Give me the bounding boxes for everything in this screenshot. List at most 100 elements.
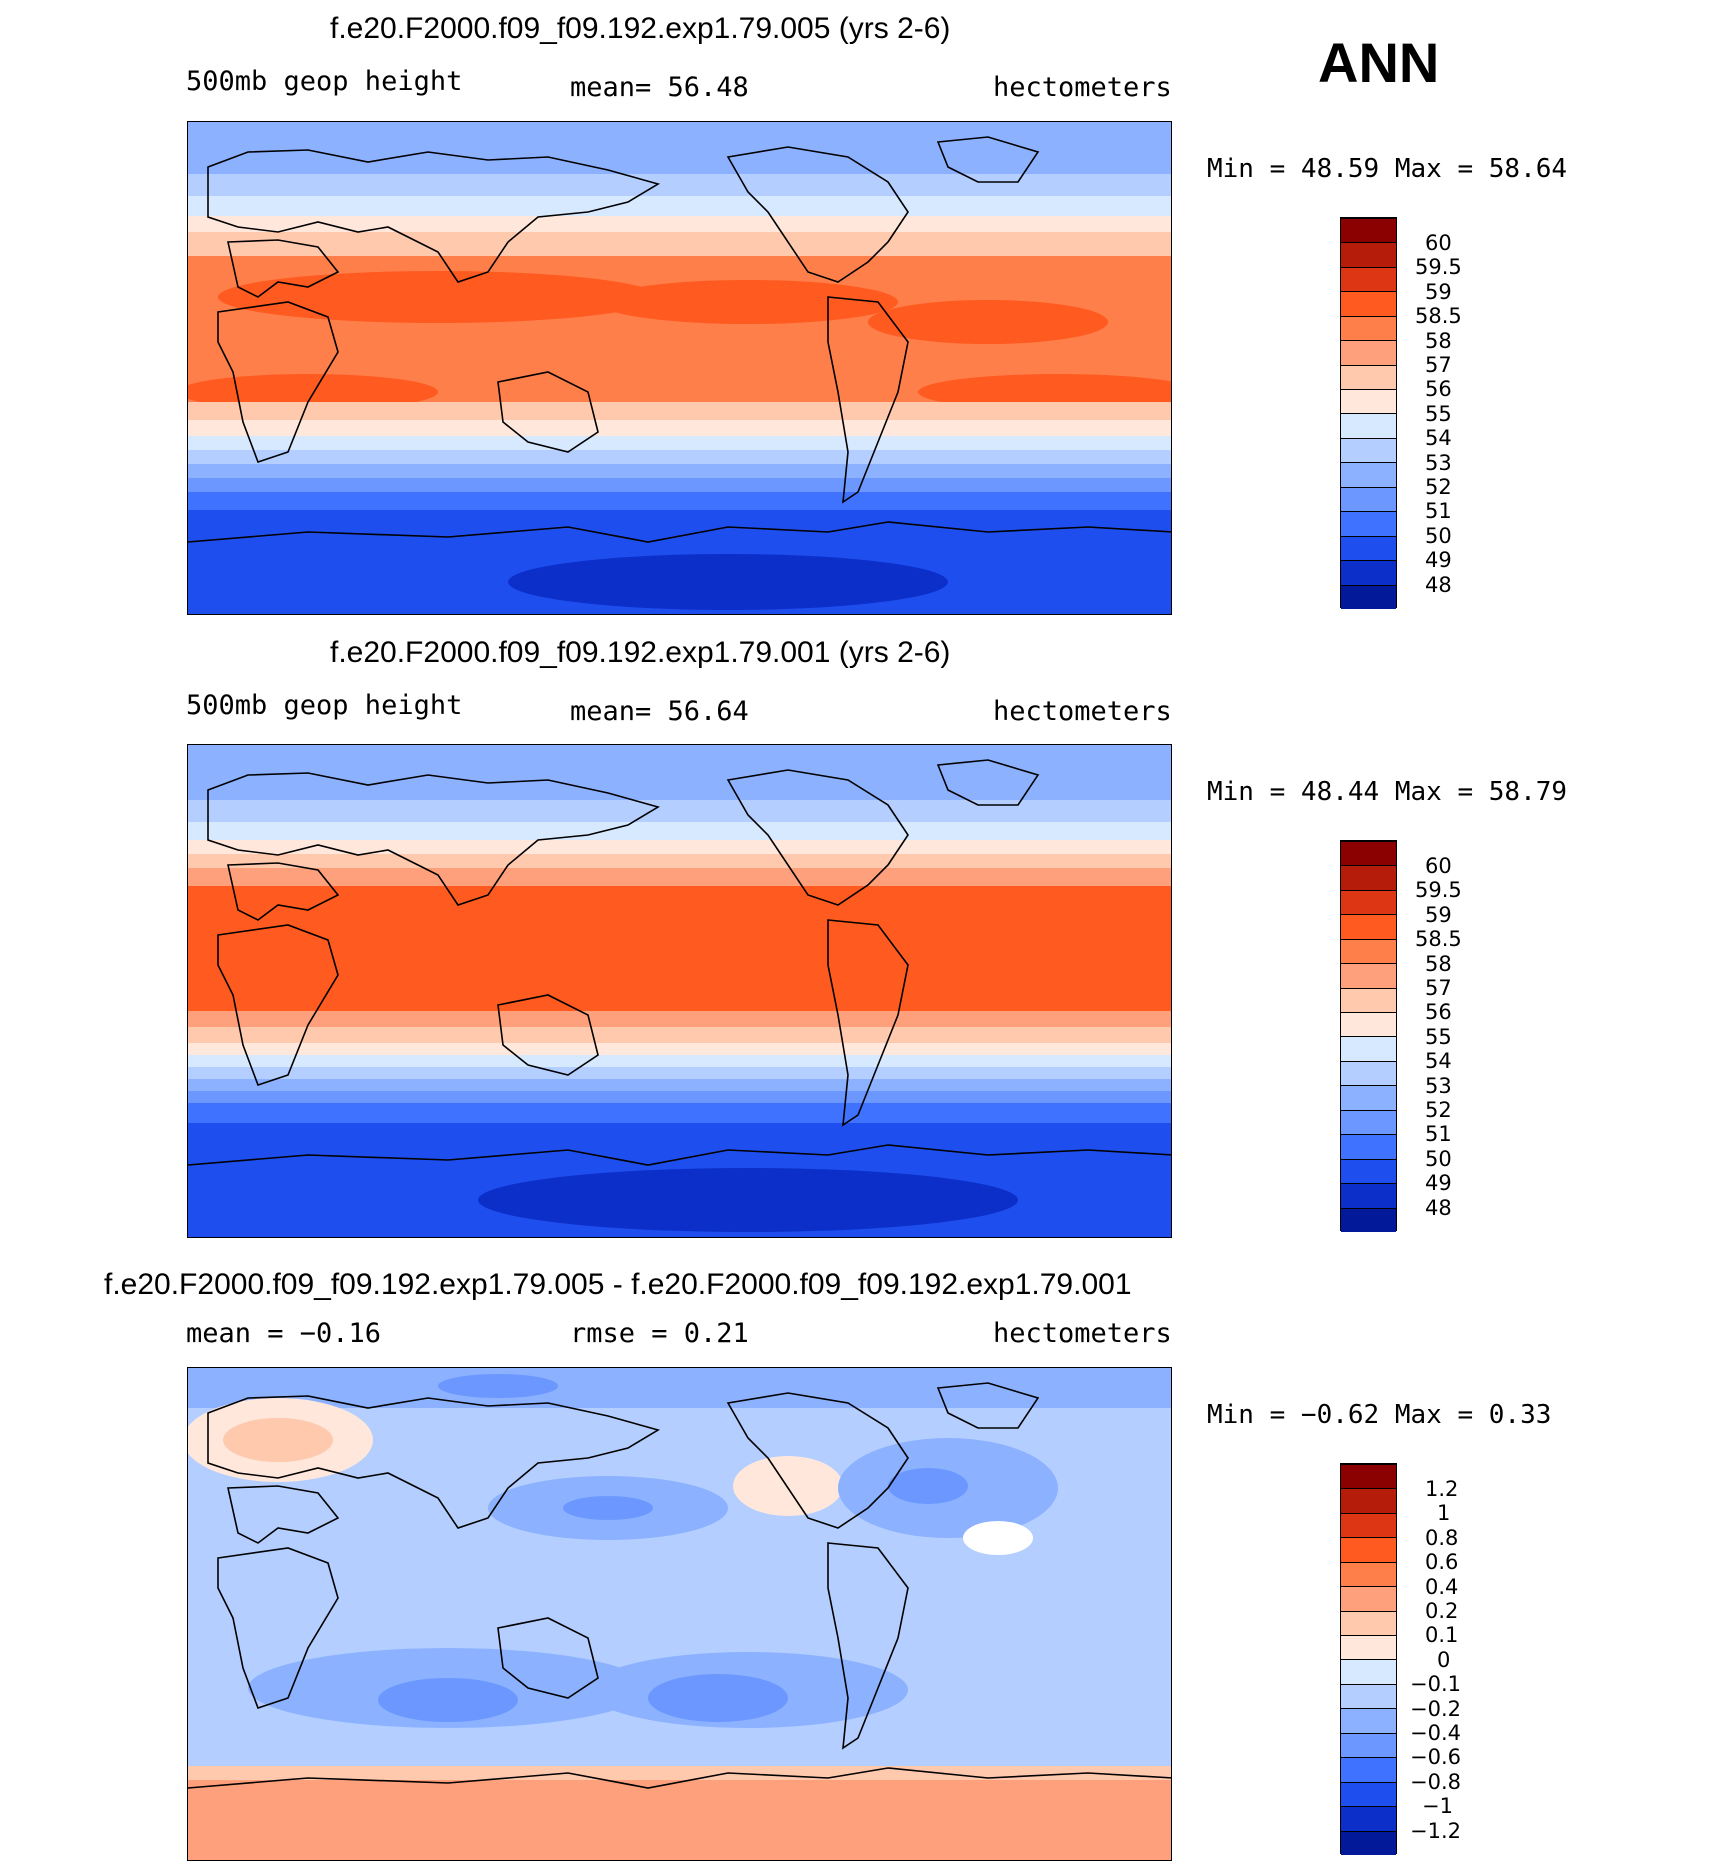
p3-cbar-label-9: −0.2 <box>1410 1697 1461 1721</box>
p3-neg-pacific-core <box>563 1496 653 1520</box>
p1-cbar-label-6: 56 <box>1425 377 1452 401</box>
panel-3-map-svg <box>188 1368 1171 1860</box>
p2-cbar-seg-4 <box>1341 938 1396 964</box>
panel-2-colorbar <box>1340 840 1397 1232</box>
panel-3-mean-label: mean = −0.16 <box>186 1318 382 1349</box>
p2-band-bottom-1 <box>188 1027 1171 1043</box>
p3-cbar-seg-8 <box>1341 1659 1396 1684</box>
panel-3-map <box>187 1367 1172 1861</box>
panel-1-title: f.e20.F2000.f09_f09.192.exp1.79.005 (yrs… <box>330 12 951 45</box>
p2-band-top-4 <box>188 868 1171 886</box>
p1-cbar-label-7: 55 <box>1425 402 1452 426</box>
p2-cbar-seg-3 <box>1341 914 1396 939</box>
p2-cbar-seg-8 <box>1341 1036 1396 1061</box>
p3-cbar-label-6: 0.1 <box>1425 1623 1459 1647</box>
p2-cbar-seg-7 <box>1341 1012 1396 1037</box>
p1-cbar-seg-2 <box>1341 266 1396 292</box>
p1-cbar-seg-13 <box>1341 535 1396 561</box>
p2-cbar-label-2: 59 <box>1425 903 1452 927</box>
p1-band-bottom-3 <box>188 450 1171 464</box>
p3-warm-core <box>223 1418 333 1462</box>
panel-1-colorbar <box>1340 217 1397 609</box>
p3-cbar-seg-7 <box>1341 1635 1396 1660</box>
panel-1-map <box>187 121 1172 615</box>
p2-band-bottom-5 <box>188 1079 1171 1091</box>
p3-cbar-seg-1 <box>1341 1488 1396 1513</box>
p3-neg-america-core <box>888 1468 968 1504</box>
panel-3-units: hectometers <box>993 1318 1172 1349</box>
p1-cbar-label-9: 53 <box>1425 451 1452 475</box>
p1-core-3 <box>868 300 1108 344</box>
p3-cbar-label-7: 0 <box>1437 1648 1451 1672</box>
p3-cbar-seg-5 <box>1341 1586 1396 1611</box>
p1-cbar-seg-0 <box>1341 218 1396 243</box>
p1-band-top-1 <box>188 196 1171 216</box>
p1-cbar-label-5: 57 <box>1425 353 1452 377</box>
p3-cbar-label-1: 1 <box>1437 1501 1451 1525</box>
panel-1-units: hectometers <box>993 72 1172 103</box>
panel-2-variable-label: 500mb geop height <box>186 690 463 721</box>
panel-1-mean-label: mean= 56.48 <box>570 72 749 103</box>
p1-cbar-label-11: 51 <box>1425 499 1452 523</box>
p3-pos-atlantic <box>963 1521 1033 1555</box>
panel-3-rmse-label: rmse = 0.21 <box>570 1318 749 1349</box>
p3-cbar-label-4: 0.4 <box>1425 1575 1459 1599</box>
p1-band-top-0 <box>188 174 1171 196</box>
p1-cbar-seg-10 <box>1341 462 1396 487</box>
p1-antarctic-core <box>508 554 948 610</box>
p1-cbar-seg-4 <box>1341 315 1396 341</box>
p1-core-2 <box>598 280 898 324</box>
p2-cbar-seg-9 <box>1341 1060 1396 1086</box>
p2-cbar-label-10: 52 <box>1425 1098 1452 1122</box>
p1-cbar-seg-9 <box>1341 437 1396 463</box>
p3-neg-south-core-1 <box>378 1678 518 1722</box>
p2-cbar-seg-13 <box>1341 1158 1396 1184</box>
p1-band-top-3 <box>188 232 1171 256</box>
p2-cbar-seg-12 <box>1341 1134 1396 1159</box>
p3-neg-south-core-2 <box>648 1674 788 1722</box>
p3-cbar-label-12: −0.8 <box>1410 1770 1461 1794</box>
p3-cbar-seg-10 <box>1341 1708 1396 1733</box>
p3-cbar-seg-0 <box>1341 1464 1396 1489</box>
p3-cbar-seg-15 <box>1341 1830 1396 1855</box>
p2-band-top-2 <box>188 840 1171 854</box>
panel-2-map-svg <box>188 745 1171 1237</box>
p1-cbar-label-0: 60 <box>1425 231 1452 255</box>
p2-cbar-label-3: 58.5 <box>1415 927 1462 951</box>
p3-cbar-seg-4 <box>1341 1561 1396 1587</box>
p3-coastlines <box>188 1382 1171 1789</box>
season-label: ANN <box>1318 31 1440 94</box>
p1-band-bottom-4 <box>188 464 1171 478</box>
p3-cbar-label-14: −1.2 <box>1410 1819 1461 1843</box>
p1-band-bottom-2 <box>188 436 1171 450</box>
p3-cbar-seg-14 <box>1341 1806 1396 1831</box>
p2-cbar-label-0: 60 <box>1425 854 1452 878</box>
p2-band-bottom-2 <box>188 1043 1171 1055</box>
p2-cbar-label-8: 54 <box>1425 1049 1452 1073</box>
p2-cbar-label-13: 49 <box>1425 1171 1452 1195</box>
p2-cbar-label-12: 50 <box>1425 1147 1452 1171</box>
p2-cbar-label-9: 53 <box>1425 1074 1452 1098</box>
p2-cbar-seg-0 <box>1341 841 1396 866</box>
p1-cbar-label-2: 59 <box>1425 280 1452 304</box>
p1-band-bottom-5 <box>188 478 1171 492</box>
p1-cbar-seg-12 <box>1341 511 1396 536</box>
p2-band-top-3 <box>188 854 1171 868</box>
p1-cbar-seg-14 <box>1341 560 1396 585</box>
p2-cbar-seg-6 <box>1341 987 1396 1013</box>
p3-cbar-seg-3 <box>1341 1537 1396 1562</box>
p1-cbar-label-10: 52 <box>1425 475 1452 499</box>
p3-cbar-seg-6 <box>1341 1610 1396 1636</box>
p1-band-bottom-0 <box>188 402 1171 420</box>
p2-antarctic-core <box>478 1168 1018 1232</box>
p3-cbar-seg-9 <box>1341 1683 1396 1709</box>
p1-cbar-label-8: 54 <box>1425 426 1452 450</box>
panel-2-units: hectometers <box>993 696 1172 727</box>
panel-2-map <box>187 744 1172 1238</box>
p2-cbar-seg-14 <box>1341 1183 1396 1208</box>
p1-cbar-label-3: 58.5 <box>1415 304 1462 328</box>
p2-coastlines <box>188 759 1171 1166</box>
p3-cbar-label-2: 0.8 <box>1425 1526 1459 1550</box>
p2-cbar-label-7: 55 <box>1425 1025 1452 1049</box>
p1-cbar-seg-6 <box>1341 364 1396 390</box>
